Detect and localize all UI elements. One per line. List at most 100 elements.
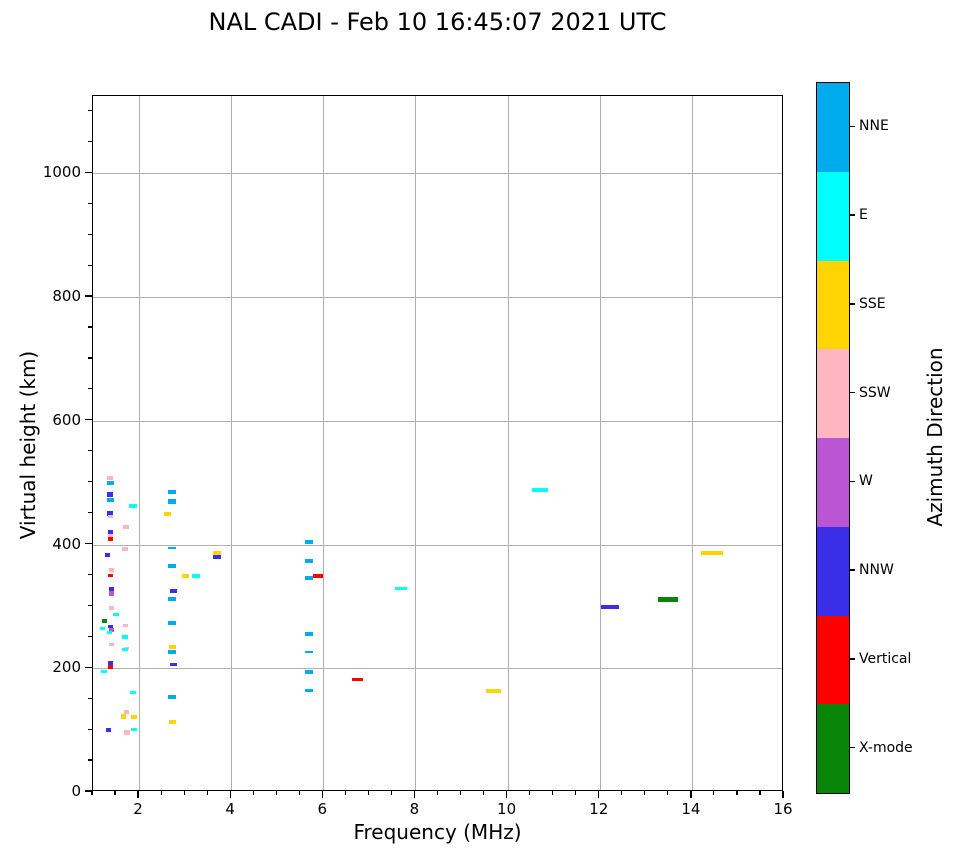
x-minor-tick	[367, 791, 369, 795]
x-minor-tick	[91, 791, 93, 795]
x-tick-label: 4	[225, 800, 235, 818]
data-point-e	[532, 487, 549, 492]
colorbar-label-w: W	[859, 473, 873, 490]
colorbar-segment-w	[817, 438, 849, 527]
colorbar-segment-nnw	[817, 526, 849, 616]
x-minor-tick	[436, 791, 439, 795]
y-tick-label: 0	[71, 782, 81, 800]
data-point-e	[191, 574, 200, 579]
y-minor-tick	[88, 388, 92, 390]
y-major-tick	[85, 171, 92, 174]
colorbar-label-sse: SSE	[859, 295, 886, 312]
data-point-nnw	[104, 552, 110, 557]
data-point-e	[99, 626, 105, 630]
data-point-nne	[168, 621, 177, 626]
data-point-nne	[305, 632, 314, 637]
x-tick-label: 6	[317, 800, 328, 818]
grid-line-x-6	[323, 96, 325, 790]
x-minor-tick	[160, 791, 162, 795]
x-minor-tick	[621, 791, 623, 795]
data-point-e	[122, 648, 129, 652]
y-minor-tick	[88, 264, 92, 266]
x-tick-label: 2	[133, 800, 143, 818]
y-minor-tick	[88, 759, 92, 761]
colorbar-tick	[850, 480, 855, 483]
y-tick-label: 600	[52, 410, 81, 429]
x-major-tick	[690, 791, 692, 798]
y-minor-tick	[88, 233, 92, 235]
data-point-nnw	[106, 727, 112, 732]
x-major-tick	[782, 791, 784, 798]
y-minor-tick	[88, 512, 92, 514]
data-point-sse	[168, 645, 176, 650]
x-minor-tick	[736, 791, 738, 795]
data-point-nnw	[107, 624, 113, 628]
y-minor-tick	[88, 140, 92, 142]
y-minor-tick	[88, 697, 92, 699]
data-point-nnw	[107, 492, 114, 498]
colorbar-tick	[850, 303, 855, 305]
x-minor-tick	[275, 791, 277, 795]
data-point-e	[122, 634, 129, 639]
x-minor-tick	[252, 791, 254, 795]
data-point-ssw	[108, 568, 114, 573]
data-point-e	[129, 504, 138, 509]
x-minor-tick	[114, 791, 116, 795]
x-major-tick	[598, 791, 600, 798]
x-minor-tick	[552, 791, 554, 795]
data-point-nnw	[170, 663, 178, 667]
data-point-sse	[164, 511, 172, 516]
y-minor-tick	[88, 202, 92, 204]
data-point-sse	[485, 688, 501, 693]
x-tick-label: 12	[589, 800, 609, 818]
colorbar-label-x-mode: X-mode	[859, 739, 913, 756]
data-point-nne	[168, 498, 177, 504]
data-point-ssw	[107, 475, 114, 480]
data-point-nne	[168, 489, 177, 494]
colorbar-tick	[850, 658, 855, 660]
colorbar-tick	[850, 569, 855, 571]
y-tick-label: 800	[52, 287, 81, 306]
azimuth-colorbar	[816, 82, 850, 794]
x-tick-label: 14	[681, 800, 701, 818]
data-point-ssw	[123, 646, 129, 650]
colorbar-tick	[850, 746, 855, 749]
data-point-sse	[212, 551, 221, 556]
x-minor-tick	[644, 791, 646, 795]
data-point-nne	[305, 558, 314, 563]
data-point-nne	[305, 688, 314, 692]
data-point-nnw	[601, 604, 620, 609]
x-major-tick	[229, 791, 231, 798]
colorbar-segment-ssw	[817, 349, 849, 438]
x-minor-tick	[575, 791, 577, 795]
data-point-e	[112, 613, 119, 617]
y-tick-label: 1000	[42, 163, 81, 182]
colorbar-label-nnw: NNW	[859, 562, 894, 579]
y-axis-label: Virtual height (km)	[16, 350, 40, 540]
data-point-nnw	[170, 588, 178, 593]
colorbar-segment-e	[817, 171, 849, 261]
y-minor-tick	[88, 728, 92, 730]
grid-line-x-10	[507, 96, 509, 790]
data-point-nnw	[108, 586, 114, 591]
data-point-nnw	[107, 660, 113, 665]
grid-line-y-1000	[93, 173, 782, 175]
y-minor-tick	[88, 450, 92, 452]
data-point-nne	[168, 694, 177, 699]
data-point-nnw	[107, 510, 114, 516]
data-point-nne	[106, 498, 114, 503]
grid-line-y-600	[93, 420, 782, 422]
x-tick-label: 16	[773, 800, 793, 818]
x-tick-label: 10	[497, 800, 517, 818]
x-major-tick	[413, 791, 416, 798]
data-point-ssw	[108, 643, 114, 647]
y-minor-tick	[88, 481, 92, 483]
y-minor-tick	[88, 573, 92, 576]
y-tick-label: 200	[52, 658, 81, 677]
data-point-ssw	[122, 547, 129, 552]
data-point-w	[108, 590, 114, 596]
y-minor-tick	[88, 635, 92, 637]
data-point-nne	[168, 597, 177, 602]
colorbar-segment-sse	[817, 260, 849, 350]
x-minor-tick	[482, 791, 485, 795]
